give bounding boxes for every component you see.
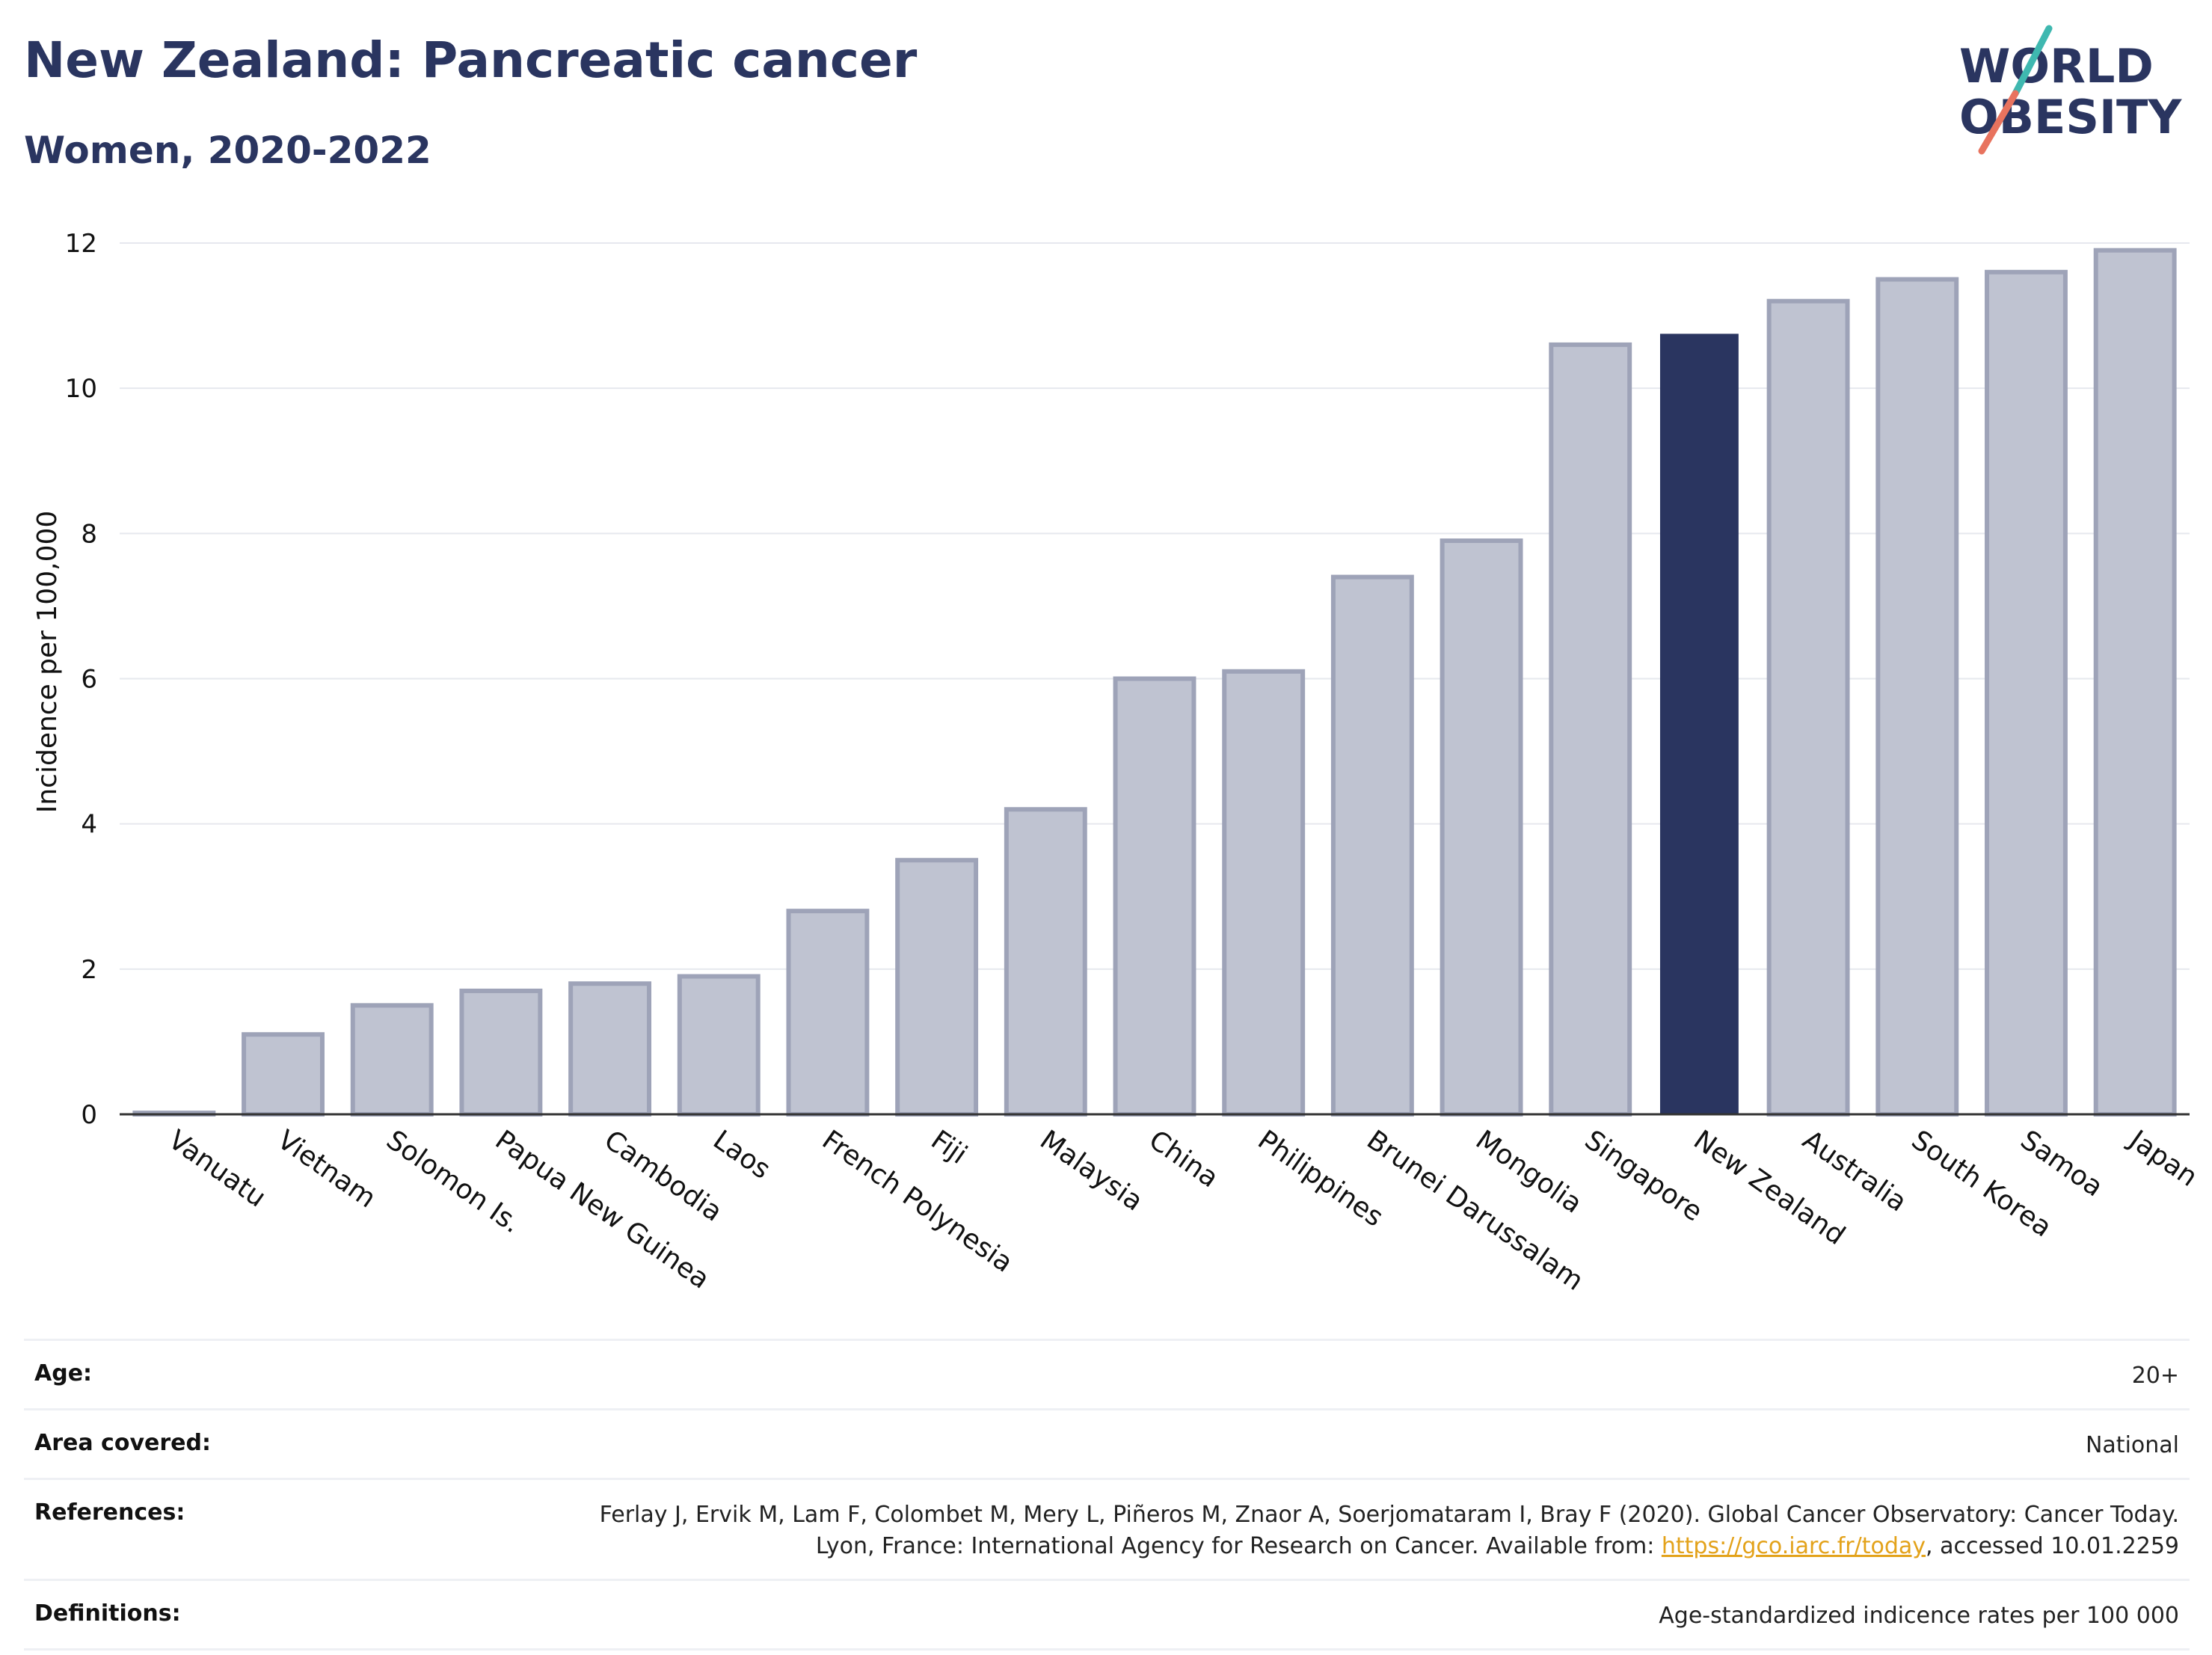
y-tick-label: 12 [65, 229, 97, 259]
y-tick-label: 6 [81, 665, 97, 695]
bar-papua-new-guinea [459, 988, 543, 1117]
meta-row-age: Age: 20+ [24, 1339, 2190, 1408]
x-tick-label: Japan [2122, 1124, 2202, 1193]
meta-age-label: Age: [34, 1360, 93, 1387]
y-tick-label: 10 [65, 374, 97, 404]
x-tick-label: Samoa [2015, 1125, 2108, 1203]
chart-subtitle: Women, 2020-2022 [24, 129, 431, 172]
bar-singapore [1549, 342, 1632, 1117]
meta-row-definitions: Definitions: Age-standardized indicence … [24, 1579, 2190, 1651]
world-obesity-logo: WORLD OBESITY [1959, 25, 2182, 155]
meta-row-area: Area covered: National [24, 1408, 2190, 1478]
x-tick-label: French Polynesia [817, 1125, 1019, 1279]
x-tick-label: China [1143, 1125, 1224, 1194]
meta-references-value: Ferlay J, Ervik M, Lam F, Colombet M, Me… [571, 1499, 2179, 1562]
bar-french-polynesia [786, 909, 870, 1117]
y-tick-label: 2 [81, 955, 97, 985]
x-tick-label: Fiji [925, 1125, 972, 1170]
meta-row-references: References: Ferlay J, Ervik M, Lam F, Co… [24, 1478, 2190, 1579]
y-tick-label: 0 [81, 1100, 97, 1130]
bar-solomon-is [350, 1003, 434, 1117]
bar-samoa [1985, 269, 2068, 1117]
references-text: Ferlay J, Ervik M, Lam F, Colombet M, Me… [599, 1502, 2179, 1559]
x-tick-label: Malaysia [1034, 1125, 1148, 1218]
bar-south-korea [1875, 277, 1959, 1117]
meta-definitions-value: Age-standardized indicence rates per 100… [1659, 1603, 2179, 1629]
bar-cambodia [568, 981, 652, 1117]
x-tick-label: Singapore [1579, 1125, 1708, 1228]
meta-age-value: 20+ [2131, 1363, 2179, 1389]
y-tick-label: 8 [81, 519, 97, 549]
meta-references-label: References: [34, 1499, 185, 1526]
meta-area-value: National [2085, 1432, 2179, 1458]
bar-vietnam [242, 1032, 325, 1117]
bar-australia [1766, 298, 1850, 1117]
bar-laos [677, 974, 761, 1117]
bar-malaysia [1004, 807, 1087, 1117]
bar-china [1113, 676, 1196, 1117]
x-tick-label: Vanuatu [163, 1125, 271, 1214]
y-tick-label: 4 [81, 810, 97, 840]
metadata-table: Age: 20+ Area covered: National Referenc… [24, 1339, 2190, 1651]
bar-brunei-darussalam [1330, 574, 1414, 1117]
x-tick-label: Laos [707, 1125, 775, 1185]
y-axis-label: Incidence per 100,000 [32, 511, 63, 814]
x-tick-label: Vietnam [271, 1125, 381, 1215]
meta-area-label: Area covered: [34, 1430, 211, 1456]
bar-mongolia [1440, 538, 1523, 1117]
bar-philippines [1222, 669, 1306, 1117]
logo-line1: WORLD [1959, 39, 2154, 93]
bar-japan [2093, 248, 2177, 1117]
logo-line2: OBESITY [1959, 90, 2182, 144]
references-link[interactable]: https://gco.iarc.fr/today [1661, 1533, 1926, 1559]
meta-definitions-label: Definitions: [34, 1600, 181, 1627]
references-accessed: , accessed 10.01.2259 [1926, 1533, 2179, 1559]
chart-title: New Zealand: Pancreatic cancer [24, 31, 918, 89]
bar-fiji [895, 858, 979, 1117]
bar-new-zealand [1659, 334, 1739, 1115]
